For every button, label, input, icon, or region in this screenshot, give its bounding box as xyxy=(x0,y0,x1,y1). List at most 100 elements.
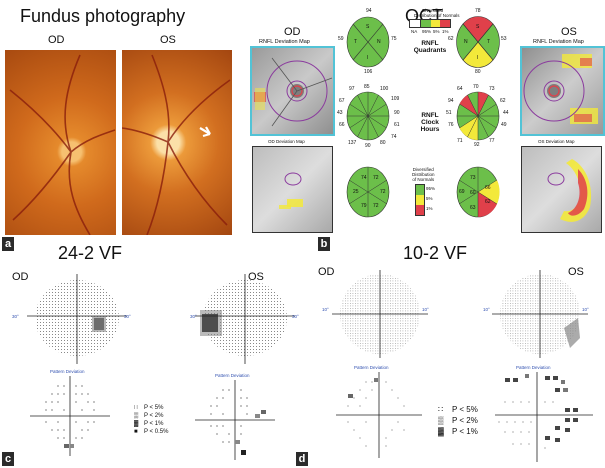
fundus-od-vessels-icon xyxy=(9,54,116,236)
oct-os-rnfl-map xyxy=(520,46,605,136)
legend2-1: 1% xyxy=(426,206,433,211)
os-q-t: T xyxy=(487,39,491,45)
fundus-os-vessels-icon xyxy=(121,54,231,236)
vf24-os-label: OS xyxy=(248,271,264,283)
vf24-os-axis-left: 30° xyxy=(190,314,197,319)
od-c-8: 61 xyxy=(394,122,400,128)
os-c-8: 76 xyxy=(448,122,454,128)
vf24-od-pd-title: Pattern Deviation xyxy=(50,369,85,374)
panel-label-c: c xyxy=(2,452,14,466)
vf24-legend-2: ▒ P < 2% xyxy=(134,413,164,419)
os-c-9: 49 xyxy=(501,122,507,128)
legend-5: 5% xyxy=(433,29,440,34)
vf10-os-axis-right: 10° xyxy=(582,307,589,312)
vf24-legend: ∷ P < 5% ▒ P < 2% ▓ P < 1% ■ P < 0.5% xyxy=(134,404,168,436)
vf10-od-grayscale xyxy=(332,270,428,358)
vf24-od-axis-left: 30° xyxy=(12,314,19,319)
legend-title-prefix: Diversified xyxy=(422,8,444,13)
vf10-os-grayscale xyxy=(492,270,588,358)
os-c-6: 51 xyxy=(446,110,452,116)
legend2-title-2: Distribution xyxy=(412,172,435,177)
os-q-i: I xyxy=(477,55,479,61)
legend2-5: 5% xyxy=(426,196,433,201)
vf24-od-grayscale xyxy=(27,274,127,364)
od-c-11: 137 xyxy=(348,140,357,146)
od-c-3: 97 xyxy=(349,86,355,92)
os-q-left: 62 xyxy=(448,36,454,42)
os-s-4: 62 xyxy=(485,199,491,205)
od-q-s: S xyxy=(366,24,370,30)
fundus-od-photo xyxy=(5,50,116,236)
os-c-1: 70 xyxy=(473,84,479,90)
oct-os-map-title: RNFL Deviation Map xyxy=(533,39,584,45)
os-sector-chart xyxy=(456,166,500,218)
os-c-4: 94 xyxy=(448,98,454,104)
od-s-2: 72 xyxy=(373,175,379,181)
od-c-6: 90 xyxy=(394,110,400,116)
legend-95: 95% xyxy=(422,29,432,34)
os-c-5: 62 xyxy=(500,98,506,104)
legend2-title-3: of Normals xyxy=(412,177,435,182)
vf10-od-axis-right: 10° xyxy=(422,307,429,312)
vf10-od-pd-plot xyxy=(336,372,422,458)
clock-label-3: Hours xyxy=(420,126,440,133)
vf10-os-axis-left: 10° xyxy=(483,307,490,312)
vf24-os-grayscale xyxy=(195,274,295,364)
od-c-9: 66 xyxy=(339,122,345,128)
vf24-legend-4: ■ P < 0.5% xyxy=(134,429,169,435)
clock-label-1: RNFL xyxy=(421,112,439,119)
od-s-1: 74 xyxy=(361,175,367,181)
od-c-10: 74 xyxy=(391,134,397,140)
os-quadrant-chart xyxy=(456,16,500,68)
vf10-od-axis-left: 10° xyxy=(322,307,329,312)
os-q-s: S xyxy=(476,24,480,30)
oct-od-rnfl-map xyxy=(250,46,335,136)
od-c-13: 80 xyxy=(380,140,386,146)
od-sector-chart xyxy=(346,166,390,218)
legend-1: 1% xyxy=(442,29,449,34)
os-s-3: 66 xyxy=(485,185,491,191)
oct-od-deviation-title: OD Deviation Map xyxy=(268,139,305,144)
vf24-legend-1: ∷ P < 5% xyxy=(134,405,164,411)
panel-label-a: a xyxy=(2,237,14,251)
oct-od-deviation-map xyxy=(252,146,333,233)
vf10-os-pd-plot xyxy=(495,372,593,462)
os-c-12: 77 xyxy=(489,138,495,144)
od-q-t: T xyxy=(354,39,358,45)
od-q-left: 59 xyxy=(338,36,344,42)
os-c-3: 64 xyxy=(457,86,463,92)
vf10-od-pd-title: Pattern Deviation xyxy=(354,365,389,370)
vf10-legend-1: ∷ P < 5% xyxy=(438,405,478,414)
od-s-5: 79 xyxy=(361,203,367,209)
quadrants-label-2: Quadrants xyxy=(413,47,447,54)
od-s-4: 72 xyxy=(380,189,386,195)
od-quadrant-chart xyxy=(346,16,390,68)
vf24-title: 24-2 VF xyxy=(58,243,123,263)
os-q-right: 53 xyxy=(501,36,507,42)
vf24-od-axis-right: 30° xyxy=(124,314,131,319)
os-c-7: 44 xyxy=(503,110,509,116)
os-s-5: 63 xyxy=(470,205,476,211)
oct-od-label: OD xyxy=(284,26,301,38)
vf10-legend-2: ▒ P < 2% xyxy=(438,416,478,425)
vf10-os-pd-title: Pattern Deviation xyxy=(516,365,551,370)
od-q-i: I xyxy=(367,55,369,61)
od-c-7: 43 xyxy=(337,110,343,116)
oct-os-deviation-title: OS Deviation Map xyxy=(538,139,575,144)
vf24-os-pd-plot xyxy=(195,380,275,460)
vf10-os-label: OS xyxy=(568,266,584,278)
vf10-od-label: OD xyxy=(318,266,335,278)
fundus-od-label: OD xyxy=(48,34,65,46)
clock-label-2: Clock xyxy=(421,119,439,126)
od-q-top: 94 xyxy=(366,8,372,14)
od-q-bottom: 106 xyxy=(364,69,373,75)
vf24-od-label: OD xyxy=(12,271,29,283)
vf24-od-pd-plot xyxy=(30,376,110,456)
oct-os-label: OS xyxy=(561,26,577,38)
os-clock-chart xyxy=(456,91,500,141)
legend-na: NA xyxy=(411,29,418,34)
fundus-title: Fundus photography xyxy=(20,6,186,26)
quadrants-label-1: RNFL xyxy=(421,40,439,47)
od-clock-chart xyxy=(346,91,390,141)
legend-title: Distribution of Normals xyxy=(414,13,460,18)
